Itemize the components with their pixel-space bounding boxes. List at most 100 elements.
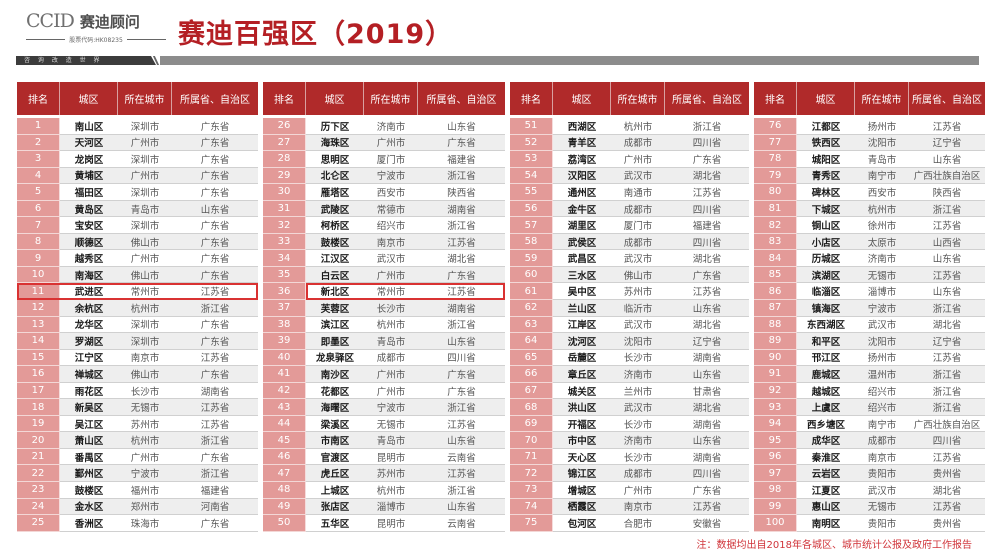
table-row: 76 江都区 扬州市 江苏省 xyxy=(754,118,985,135)
city-cell: 长沙市 xyxy=(364,300,418,317)
city-cell: 宁波市 xyxy=(855,300,909,317)
table-row: 7 宝安区 深圳市 广东省 xyxy=(17,217,258,234)
district-cell: 江都区 xyxy=(797,118,855,135)
district-cell: 江汉区 xyxy=(306,250,364,267)
table-row: 92 越城区 绍兴市 浙江省 xyxy=(754,382,985,400)
rank-cell: 60 xyxy=(510,266,553,284)
rank-cell: 45 xyxy=(263,432,306,449)
rank-cell: 89 xyxy=(754,333,797,350)
table-row: 73 增城区 广州市 广东省 xyxy=(510,482,749,499)
rank-cell: 98 xyxy=(754,482,797,499)
table-row: 22 鄞州区 宁波市 浙江省 xyxy=(17,465,258,483)
district-cell: 五华区 xyxy=(306,515,364,532)
city-cell: 珠海市 xyxy=(118,515,172,532)
city-cell: 深圳市 xyxy=(118,316,172,334)
rank-cell: 79 xyxy=(754,167,797,185)
city-cell: 南京市 xyxy=(855,448,909,466)
district-cell: 宝安区 xyxy=(60,217,118,234)
district-cell: 武陵区 xyxy=(306,200,364,218)
rank-cell: 39 xyxy=(263,333,306,350)
table-row: 26 历下区 济南市 山东省 xyxy=(263,118,505,135)
table-row: 74 栖霞区 南京市 江苏省 xyxy=(510,498,749,516)
district-cell: 通州区 xyxy=(553,184,611,201)
city-cell: 武汉市 xyxy=(611,167,665,185)
rank-cell: 48 xyxy=(263,482,306,499)
rank-cell: 41 xyxy=(263,366,306,383)
rank-cell: 57 xyxy=(510,217,553,234)
district-cell: 洪山区 xyxy=(553,399,611,416)
table-row: 40 龙泉驿区 成都市 四川省 xyxy=(263,349,505,367)
rank-cell: 27 xyxy=(263,134,306,152)
city-cell: 南京市 xyxy=(364,233,418,251)
table-row-highlighted: 11 武进区 常州市 江苏省 xyxy=(17,283,258,301)
table-row: 9 越秀区 广州市 广东省 xyxy=(17,250,258,267)
logo-chinese: 赛迪顾问 xyxy=(79,13,140,31)
rank-cell: 38 xyxy=(263,316,306,334)
city-cell: 广州市 xyxy=(611,482,665,499)
district-cell: 铜山区 xyxy=(797,217,855,234)
city-cell: 深圳市 xyxy=(118,118,172,135)
rank-cell: 55 xyxy=(510,184,553,201)
city-cell: 深圳市 xyxy=(118,333,172,350)
table-row: 75 包河区 合肥市 安徽省 xyxy=(510,515,749,532)
rank-cell: 11 xyxy=(17,283,60,301)
table-body: 51 西湖区 杭州市 浙江省 52 青羊区 成都市 四川省 53 荔湾区 广州市 广东省 54 汉阳区 武汉… xyxy=(510,118,749,532)
rank-cell: 22 xyxy=(17,465,60,483)
province-cell: 湖南省 xyxy=(418,200,505,218)
province-cell: 江苏省 xyxy=(909,349,985,367)
stock-code-text: 股票代码:HK08235 xyxy=(69,37,123,44)
city-cell: 成都市 xyxy=(364,349,418,367)
divider xyxy=(126,39,166,40)
rank-cell: 88 xyxy=(754,316,797,334)
province-cell: 山东省 xyxy=(172,200,258,218)
table-row: 79 青秀区 南宁市 广西壮族自治区 xyxy=(754,167,985,185)
column-header-rank: 排名 xyxy=(510,82,553,115)
rank-cell: 1 xyxy=(17,118,60,135)
city-cell: 绍兴市 xyxy=(855,382,909,400)
city-cell: 深圳市 xyxy=(118,151,172,168)
district-cell: 上虞区 xyxy=(797,399,855,416)
district-cell: 鼓楼区 xyxy=(60,482,118,499)
rank-cell: 74 xyxy=(510,498,553,516)
city-cell: 杭州市 xyxy=(364,316,418,334)
rank-cell: 73 xyxy=(510,482,553,499)
table-header-row: 排名 城区 所在城市 所属省、自治区 xyxy=(263,82,505,115)
district-cell: 海珠区 xyxy=(306,134,364,152)
rank-cell: 20 xyxy=(17,432,60,449)
rank-cell: 85 xyxy=(754,266,797,284)
column-header-city: 所在城市 xyxy=(611,82,665,115)
province-cell: 浙江省 xyxy=(418,167,505,185)
rank-cell: 4 xyxy=(17,167,60,185)
city-cell: 青岛市 xyxy=(855,151,909,168)
rank-cell: 97 xyxy=(754,465,797,483)
district-cell: 兰山区 xyxy=(553,300,611,317)
district-cell: 和平区 xyxy=(797,333,855,350)
district-cell: 武昌区 xyxy=(553,250,611,267)
city-cell: 广州市 xyxy=(118,250,172,267)
province-cell: 四川省 xyxy=(665,233,749,251)
city-cell: 武汉市 xyxy=(611,250,665,267)
province-cell: 湖北省 xyxy=(418,250,505,267)
table-row: 64 沈河区 沈阳市 辽宁省 xyxy=(510,333,749,350)
city-cell: 长沙市 xyxy=(611,415,665,433)
district-cell: 金水区 xyxy=(60,498,118,516)
province-cell: 湖北省 xyxy=(909,316,985,334)
province-cell: 江苏省 xyxy=(418,415,505,433)
district-cell: 云岩区 xyxy=(797,465,855,483)
table-row: 95 成华区 成都市 四川省 xyxy=(754,432,985,449)
district-cell: 滨江区 xyxy=(306,316,364,334)
city-cell: 广州市 xyxy=(118,448,172,466)
table-row: 34 江汉区 武汉市 湖北省 xyxy=(263,250,505,267)
district-cell: 香洲区 xyxy=(60,515,118,532)
province-cell: 广东省 xyxy=(418,266,505,284)
rank-cell: 84 xyxy=(754,250,797,267)
rank-cell: 81 xyxy=(754,200,797,218)
city-cell: 成都市 xyxy=(611,200,665,218)
district-cell: 江夏区 xyxy=(797,482,855,499)
rank-cell: 77 xyxy=(754,134,797,152)
province-cell: 江苏省 xyxy=(909,118,985,135)
city-cell: 长沙市 xyxy=(611,448,665,466)
city-cell: 常州市 xyxy=(118,283,172,301)
province-cell: 浙江省 xyxy=(418,217,505,234)
table-row: 38 滨江区 杭州市 浙江省 xyxy=(263,316,505,334)
